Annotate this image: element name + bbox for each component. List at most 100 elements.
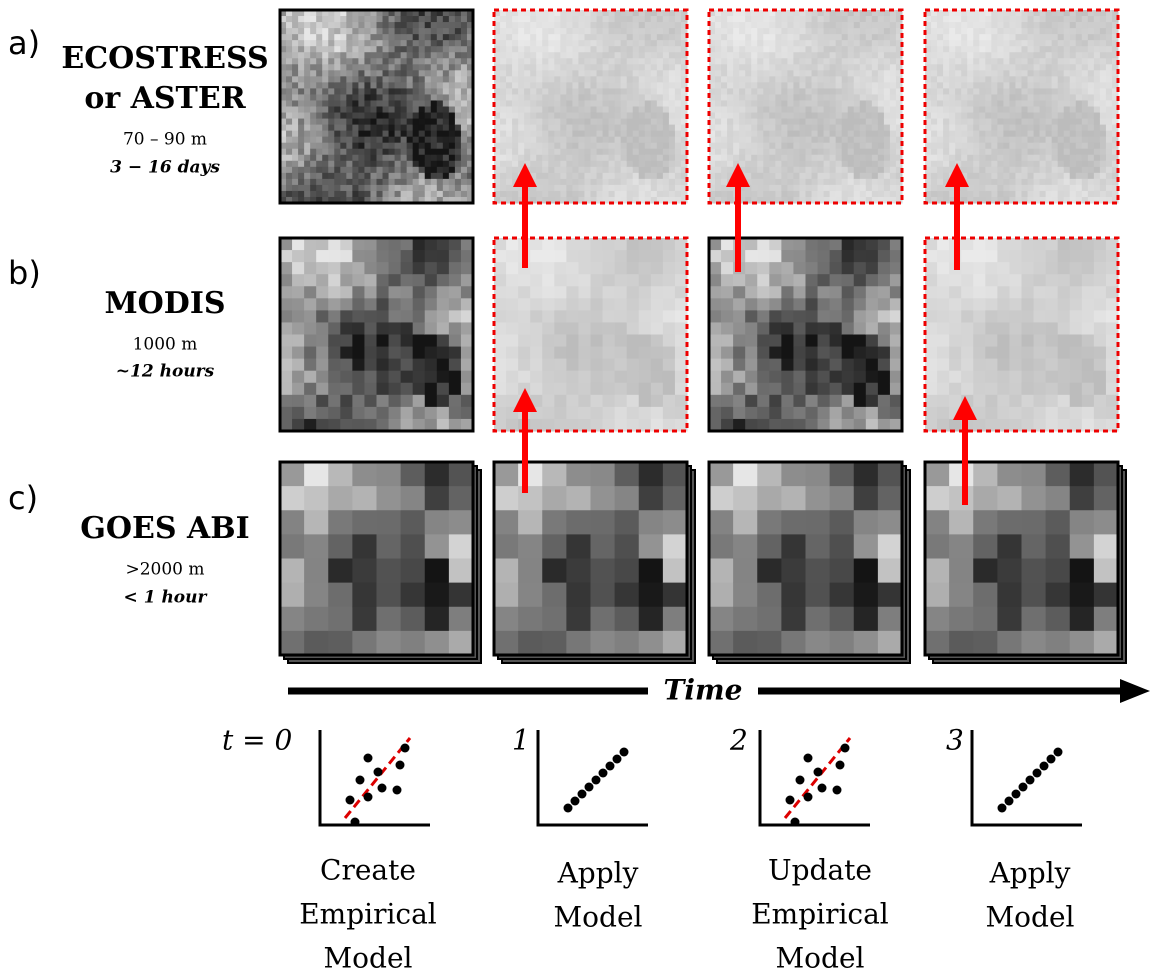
pixel: [745, 125, 752, 132]
pixel: [997, 125, 1004, 132]
pixel: [1094, 179, 1101, 186]
pixel: [949, 22, 956, 29]
pixel: [560, 191, 567, 198]
pixel: [449, 407, 462, 420]
pixel: [961, 167, 968, 174]
pixel: [937, 407, 950, 420]
pixel: [609, 34, 616, 41]
pixel: [949, 88, 956, 95]
pixel: [1022, 76, 1029, 83]
pixel: [437, 179, 444, 186]
pixel: [364, 238, 377, 251]
pixel: [763, 113, 770, 120]
pixel: [455, 155, 462, 162]
pixel: [554, 58, 561, 65]
pixel: [997, 286, 1010, 299]
pixel: [512, 131, 519, 138]
pixel: [310, 70, 317, 77]
pixel: [1094, 191, 1101, 198]
pixel: [931, 191, 938, 198]
pixel: [370, 161, 377, 168]
pixel: [721, 22, 728, 29]
pixel: [292, 76, 299, 83]
pixel: [554, 149, 561, 156]
pixel: [578, 191, 585, 198]
pixel: [542, 143, 549, 150]
pixel: [1070, 161, 1077, 168]
pixel: [1052, 119, 1059, 126]
pixel: [554, 107, 561, 114]
pixel: [1028, 58, 1035, 65]
pixel: [591, 395, 604, 408]
pixel: [591, 119, 598, 126]
pixel: [518, 137, 525, 144]
pixel: [1022, 143, 1029, 150]
pixel: [733, 137, 740, 144]
pixel: [1082, 64, 1089, 71]
pixel: [866, 22, 873, 29]
pixel: [584, 28, 591, 35]
pixel: [304, 125, 311, 132]
pixel: [818, 155, 825, 162]
pixel: [506, 149, 513, 156]
pixel: [1015, 22, 1022, 29]
pixel: [824, 113, 831, 120]
pixel: [937, 173, 944, 180]
pixel: [304, 250, 317, 263]
pixel: [1094, 88, 1101, 95]
pixel: [836, 179, 843, 186]
pixel: [377, 359, 390, 372]
pixel: [1058, 22, 1065, 29]
pixel: [449, 107, 456, 114]
pixel: [985, 64, 992, 71]
pixel: [733, 125, 740, 132]
pixel: [572, 16, 579, 23]
pixel: [757, 371, 770, 384]
pixel: [352, 347, 365, 360]
pixel: [615, 28, 622, 35]
pixel: [304, 310, 317, 323]
pixel: [1100, 167, 1107, 174]
pixel: [548, 107, 555, 114]
pixel: [878, 131, 885, 138]
pixel: [370, 143, 377, 150]
pixel: [1070, 113, 1077, 120]
pixel: [842, 298, 855, 311]
pixel: [494, 347, 507, 360]
pixel: [1088, 125, 1095, 132]
pixel: [572, 40, 579, 47]
pixel: [328, 22, 335, 29]
pixel: [334, 16, 341, 23]
pixel: [979, 143, 986, 150]
pixel: [1052, 34, 1059, 41]
pixel: [536, 191, 543, 198]
pixel: [407, 125, 414, 132]
pixel: [425, 46, 432, 53]
pixel: [931, 34, 938, 41]
pixel: [352, 155, 359, 162]
pixel: [991, 119, 998, 126]
pixel: [878, 100, 885, 107]
pixel: [961, 70, 968, 77]
pixel: [1076, 76, 1083, 83]
pixel: [407, 100, 414, 107]
pixel: [645, 76, 652, 83]
pixel: [364, 113, 371, 120]
pixel: [304, 262, 317, 275]
pixel: [985, 274, 998, 287]
pixel: [292, 185, 299, 192]
pixel: [334, 179, 341, 186]
pixel: [512, 64, 519, 71]
pixel: [364, 22, 371, 29]
pixel: [793, 76, 800, 83]
pixel: [781, 322, 794, 335]
pixel: [1064, 40, 1071, 47]
pixel: [1064, 173, 1071, 180]
pixel: [1100, 34, 1107, 41]
pixel: [413, 34, 420, 41]
pixel: [997, 137, 1004, 144]
pixel: [1058, 167, 1065, 174]
pixel: [449, 58, 456, 65]
pixel: [437, 298, 450, 311]
pixel: [1070, 22, 1077, 29]
